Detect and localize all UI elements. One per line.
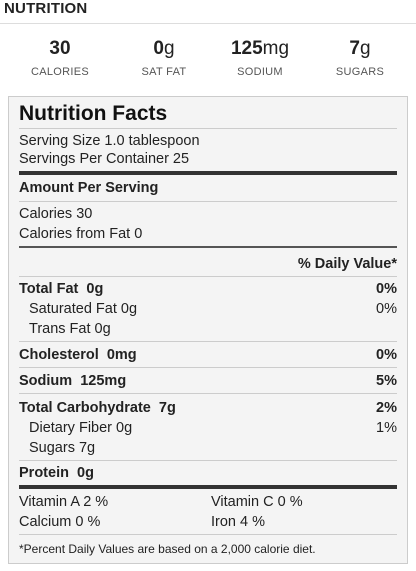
- nutrient-amount: 7g: [158, 400, 176, 416]
- vitamin-a: Vitamin A 2 %: [19, 494, 109, 510]
- summary-label: SAT FAT: [141, 66, 187, 78]
- facts-title: Nutrition Facts: [19, 102, 168, 125]
- section-heading: NUTRITION: [4, 0, 88, 17]
- summary-value: 0: [153, 38, 164, 59]
- iron: Iron 4 %: [211, 514, 265, 530]
- saturated-fat-dv: 0%: [376, 301, 397, 317]
- heading-divider: [0, 23, 416, 24]
- trans-fat-row: Trans Fat 0g: [29, 321, 111, 337]
- summary-value: 30: [49, 38, 71, 59]
- total-fat-row: Total Fat 0g: [19, 280, 103, 298]
- total-carbohydrate-row: Total Carbohydrate 7g: [19, 399, 176, 417]
- nutrient-label: Total Carbohydrate: [19, 400, 151, 416]
- servings-per-container: Servings Per Container 25: [19, 151, 190, 167]
- summary-calories: 30 CALORIES: [8, 38, 112, 78]
- divider: [19, 393, 397, 394]
- thick-divider: [19, 171, 397, 175]
- nutrient-amount: 0g: [86, 281, 104, 297]
- mid-divider: [19, 246, 397, 248]
- cholesterol-dv: 0%: [376, 347, 397, 363]
- daily-value-header: % Daily Value*: [297, 256, 397, 272]
- cholesterol-row: Cholesterol 0mg: [19, 346, 137, 364]
- total-carbohydrate-dv: 2%: [376, 400, 397, 416]
- divider: [19, 367, 397, 368]
- summary-sat-fat: 0g SAT FAT: [112, 38, 216, 78]
- calories-from-fat: Calories from Fat 0: [19, 226, 143, 242]
- dietary-fiber-row: Dietary Fiber 0g: [29, 420, 133, 436]
- sodium-dv: 5%: [376, 373, 397, 389]
- summary-unit: g: [164, 38, 175, 59]
- divider: [19, 128, 397, 129]
- divider: [19, 341, 397, 342]
- summary-unit: g: [360, 38, 371, 59]
- summary-sugars: 7g SUGARS: [308, 38, 412, 78]
- protein-row: Protein 0g: [19, 464, 94, 482]
- nutrition-summary: 30 CALORIES 0g SAT FAT 125mg SODIUM 7g S…: [0, 38, 416, 88]
- summary-sodium: 125mg SODIUM: [208, 38, 312, 78]
- nutrient-amount: 0mg: [106, 347, 137, 363]
- nutrient-label: Sodium: [19, 373, 73, 389]
- thick-divider: [19, 485, 397, 489]
- divider: [19, 201, 397, 202]
- sugars-row: Sugars 7g: [29, 440, 96, 456]
- vitamin-c: Vitamin C 0 %: [211, 494, 303, 510]
- nutrient-label: Total Fat: [19, 281, 79, 297]
- saturated-fat-row: Saturated Fat 0g: [29, 301, 138, 317]
- nutrient-label: Cholesterol: [19, 347, 99, 363]
- serving-size: Serving Size 1.0 tablespoon: [19, 133, 200, 149]
- summary-unit: mg: [262, 38, 290, 59]
- summary-value: 7: [349, 38, 360, 59]
- divider: [19, 460, 397, 461]
- nutrient-amount: 125mg: [80, 373, 127, 389]
- nutrient-label: Protein: [19, 465, 69, 481]
- divider: [19, 276, 397, 277]
- nutrient-amount: 0g: [77, 465, 94, 481]
- summary-label: CALORIES: [30, 66, 90, 78]
- summary-label: SUGARS: [335, 66, 385, 78]
- nutrition-facts-panel: Nutrition Facts Serving Size 1.0 tablesp…: [8, 96, 408, 564]
- summary-value: 125: [230, 38, 263, 59]
- total-fat-dv: 0%: [376, 281, 397, 297]
- calcium: Calcium 0 %: [19, 514, 101, 530]
- amount-per-serving: Amount Per Serving: [19, 180, 159, 196]
- daily-value-footnote: *Percent Daily Values are based on a 2,0…: [19, 542, 316, 556]
- divider: [19, 534, 397, 535]
- sodium-row: Sodium 125mg: [19, 372, 126, 390]
- summary-label: SODIUM: [237, 66, 283, 78]
- dietary-fiber-dv: 1%: [376, 420, 397, 436]
- calories: Calories 30: [19, 206, 93, 222]
